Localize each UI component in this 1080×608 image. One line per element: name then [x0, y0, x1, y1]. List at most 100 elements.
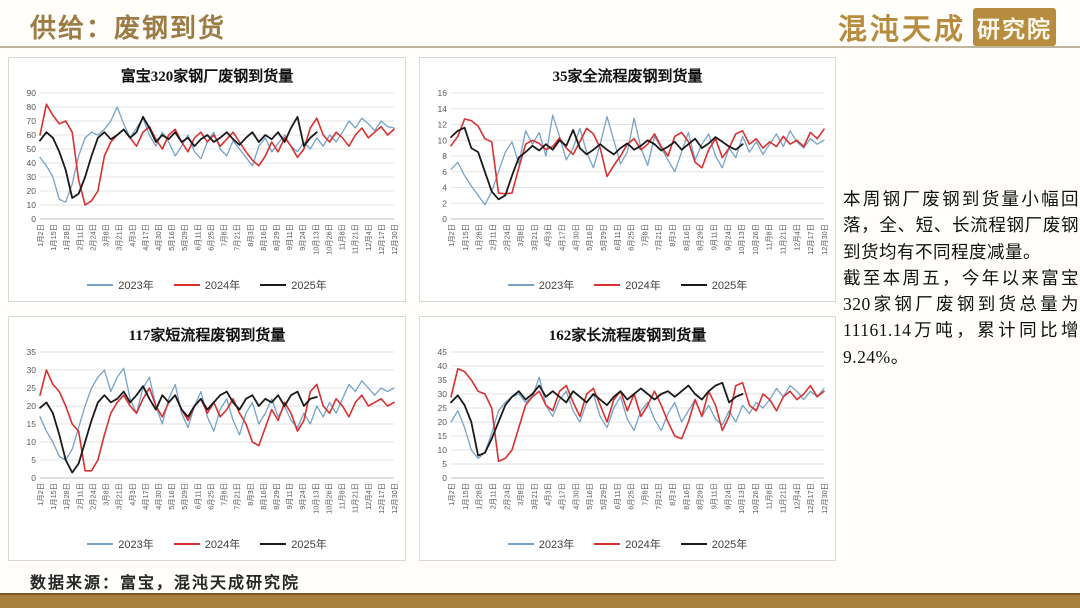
- legend-item: 2024年: [594, 277, 661, 293]
- legend-item: 2024年: [594, 536, 661, 552]
- legend-swatch: [173, 284, 200, 286]
- svg-text:5月16日: 5月16日: [167, 483, 176, 510]
- chart-panel-long-process: 162家长流程废钢到货量 0 5 10 15 20 25 30 35 40 45 1月2日 1月15日…: [419, 316, 836, 561]
- legend-label: 2024年: [625, 280, 661, 292]
- svg-text:7月21日: 7月21日: [233, 224, 242, 251]
- svg-text:10月13日: 10月13日: [737, 224, 746, 255]
- svg-text:1月15日: 1月15日: [49, 483, 58, 510]
- legend-swatch: [507, 284, 534, 286]
- svg-text:30: 30: [27, 365, 37, 375]
- svg-text:9月11日: 9月11日: [285, 483, 294, 509]
- svg-text:8月16日: 8月16日: [682, 224, 691, 251]
- svg-text:7月21日: 7月21日: [654, 483, 663, 510]
- svg-text:1月15日: 1月15日: [49, 224, 58, 251]
- svg-text:11月8日: 11月8日: [765, 483, 774, 509]
- legend-item: 2025年: [680, 536, 747, 552]
- commentary-paragraph-1: 本周钢厂废钢到货量小幅回落，全、短、长流程钢厂废钢到货均有不同程度减量。: [843, 189, 1079, 262]
- svg-text:11月21日: 11月21日: [779, 224, 788, 254]
- svg-text:3月21日: 3月21日: [115, 224, 124, 251]
- svg-text:16: 16: [438, 88, 448, 98]
- svg-text:9月24日: 9月24日: [723, 483, 732, 510]
- svg-text:5月16日: 5月16日: [585, 224, 594, 251]
- svg-text:6月11日: 6月11日: [613, 224, 622, 250]
- svg-text:10: 10: [438, 135, 448, 145]
- legend-swatch: [594, 543, 621, 545]
- svg-text:11月21日: 11月21日: [351, 483, 360, 513]
- svg-text:35: 35: [438, 375, 448, 385]
- legend-label: 2023年: [118, 539, 154, 551]
- svg-text:4月17日: 4月17日: [558, 224, 567, 251]
- svg-text:8月3日: 8月3日: [668, 483, 677, 506]
- svg-text:1月28日: 1月28日: [475, 224, 484, 251]
- svg-text:8月29日: 8月29日: [696, 224, 705, 251]
- svg-text:8: 8: [442, 151, 447, 161]
- svg-text:6: 6: [442, 167, 447, 177]
- legend-swatch: [680, 284, 707, 286]
- svg-text:8月29日: 8月29日: [272, 224, 281, 251]
- legend-item: 2024年: [173, 536, 240, 552]
- svg-text:11月21日: 11月21日: [351, 224, 360, 254]
- svg-text:15: 15: [438, 431, 448, 441]
- svg-text:45: 45: [438, 347, 448, 357]
- svg-text:12月30日: 12月30日: [390, 483, 399, 514]
- svg-text:7月8日: 7月8日: [640, 483, 649, 506]
- chart-legend: 2023年 2024年 2025年: [424, 276, 831, 294]
- chart-legend: 2023年 2024年 2025年: [13, 535, 401, 553]
- svg-text:11月8日: 11月8日: [765, 224, 774, 250]
- svg-text:3月8日: 3月8日: [516, 224, 525, 247]
- svg-text:4月17日: 4月17日: [558, 483, 567, 510]
- data-source-note: 数据来源：富宝，混沌天成研究院: [30, 575, 301, 592]
- svg-text:3月8日: 3月8日: [516, 483, 525, 506]
- svg-text:11月8日: 11月8日: [338, 224, 347, 250]
- chart-canvas-short-process: 0 5 10 15 20 25 30 35 1月2日 1月15日 1月28日 2月11日 2月24日 3月…: [27, 347, 399, 514]
- legend-swatch: [260, 284, 287, 286]
- logo-badge: 研究院: [973, 8, 1056, 46]
- svg-text:2月11日: 2月11日: [75, 483, 84, 509]
- svg-text:8月3日: 8月3日: [246, 483, 255, 506]
- svg-text:12月17日: 12月17日: [377, 483, 386, 514]
- chart-legend: 2023年 2024年 2025年: [13, 276, 401, 294]
- svg-text:4月30日: 4月30日: [154, 483, 163, 510]
- svg-text:8月16日: 8月16日: [259, 224, 268, 251]
- legend-label: 2024年: [625, 539, 661, 551]
- svg-text:10月13日: 10月13日: [737, 483, 746, 514]
- svg-text:70: 70: [27, 116, 37, 126]
- svg-text:1月28日: 1月28日: [62, 483, 71, 510]
- svg-text:1月15日: 1月15日: [461, 483, 470, 510]
- svg-text:25: 25: [27, 383, 37, 393]
- svg-text:9月11日: 9月11日: [709, 483, 718, 509]
- chart-title: 117家短流程废钢到货量: [128, 328, 286, 344]
- legend-swatch: [87, 284, 114, 286]
- svg-text:2月11日: 2月11日: [488, 483, 497, 509]
- svg-text:8月3日: 8月3日: [668, 224, 677, 247]
- svg-text:4月3日: 4月3日: [544, 224, 553, 247]
- svg-text:10月26日: 10月26日: [324, 483, 333, 514]
- svg-text:4月3日: 4月3日: [544, 483, 553, 506]
- legend-swatch: [173, 543, 200, 545]
- legend-swatch: [594, 284, 621, 286]
- svg-text:5月29日: 5月29日: [180, 483, 189, 510]
- svg-text:10: 10: [27, 437, 37, 447]
- chart-canvas-full-process: 0 2 4 6 8 10 12 14 16 1月2日 1月15日 1月28日 2月11日 2月24日 3月8…: [438, 88, 829, 255]
- legend-swatch: [680, 543, 707, 545]
- svg-text:11月8日: 11月8日: [338, 483, 347, 509]
- svg-text:0: 0: [31, 473, 36, 483]
- svg-text:6月25日: 6月25日: [627, 224, 636, 251]
- svg-text:6月11日: 6月11日: [193, 224, 202, 250]
- svg-text:7月21日: 7月21日: [654, 224, 663, 251]
- legend-label: 2024年: [204, 280, 241, 292]
- svg-text:9月11日: 9月11日: [709, 224, 718, 250]
- svg-text:4月3日: 4月3日: [128, 483, 137, 506]
- legend-item: 2023年: [87, 536, 154, 552]
- svg-text:10月26日: 10月26日: [751, 483, 760, 514]
- svg-text:80: 80: [27, 102, 37, 112]
- svg-text:5月29日: 5月29日: [180, 224, 189, 251]
- legend-item: 2025年: [260, 536, 327, 552]
- legend-label: 2023年: [538, 539, 575, 551]
- legend-item: 2025年: [260, 277, 327, 293]
- svg-text:90: 90: [27, 88, 37, 98]
- svg-text:2月24日: 2月24日: [502, 483, 511, 510]
- svg-text:40: 40: [438, 361, 448, 371]
- svg-text:5: 5: [31, 455, 36, 465]
- svg-text:20: 20: [438, 417, 448, 427]
